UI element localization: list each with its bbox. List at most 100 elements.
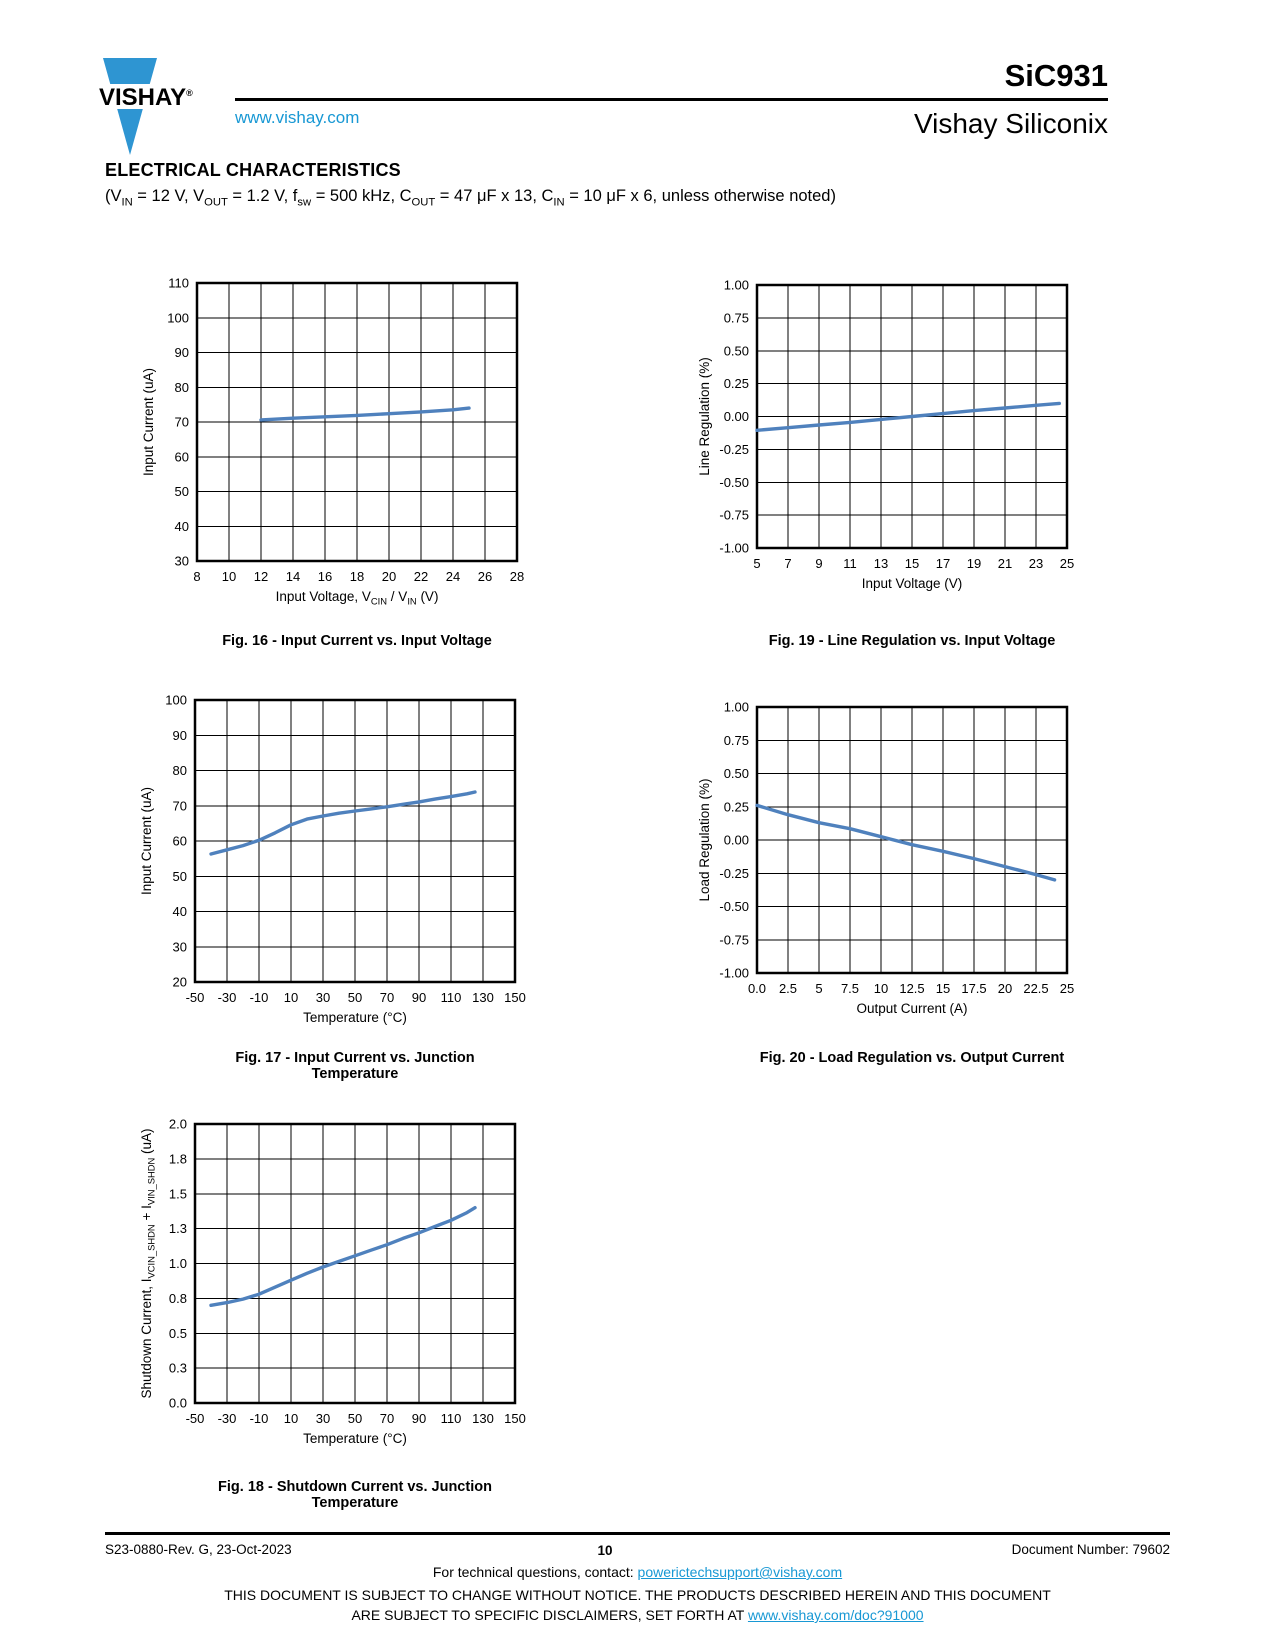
- svg-text:0.50: 0.50: [724, 343, 749, 358]
- fig18-xlabel: Temperature (°C): [303, 1431, 407, 1446]
- svg-text:1.00: 1.00: [724, 700, 749, 715]
- fig16-canvas: 110 100 90 80 70 60 50 40 30 8 10 12 14 16 18 20 22 24 26 2…: [141, 276, 524, 607]
- svg-text:1.5: 1.5: [169, 1186, 187, 1201]
- svg-text:150: 150: [504, 990, 526, 1005]
- svg-text:20: 20: [173, 975, 187, 990]
- svg-text:0.25: 0.25: [724, 376, 749, 391]
- fig20-series-line: [755, 803, 1057, 882]
- svg-text:12.5: 12.5: [899, 981, 924, 996]
- fig17-series-line: [209, 790, 477, 856]
- svg-text:11: 11: [843, 556, 857, 571]
- svg-text:-10: -10: [250, 990, 269, 1005]
- fig17-ylabel: Input Current (uA): [139, 787, 154, 895]
- svg-text:2.0: 2.0: [169, 1117, 187, 1132]
- svg-text:0.0: 0.0: [169, 1396, 187, 1411]
- svg-text:5: 5: [753, 556, 760, 571]
- vishay-wordmark-text: VISHAY: [99, 84, 187, 111]
- svg-text:-0.50: -0.50: [719, 475, 749, 490]
- chart-input-current-vs-junction-temperature: 100 90 80 70 60 50 40 30 20 -50 -30 -10 10 30 50 70 90 11…: [135, 686, 529, 1039]
- fig19-canvas: 1.00 0.75 0.50 0.25 0.00 -0.25 -0.50 -0.75 -1.00…: [697, 278, 1074, 592]
- svg-text:14: 14: [286, 569, 300, 584]
- svg-text:20: 20: [382, 569, 396, 584]
- svg-text:80: 80: [175, 380, 189, 395]
- svg-text:10: 10: [284, 1411, 298, 1426]
- svg-text:18: 18: [350, 569, 364, 584]
- company-name: Vishay Siliconix: [913, 108, 1108, 139]
- fig20-xlabel: Output Current (A): [856, 1001, 967, 1016]
- svg-text:50: 50: [175, 484, 189, 499]
- contact-line: For technical questions, contact: poweri…: [0, 1564, 1275, 1580]
- fig20-ylabel: Load Regulation (%): [697, 778, 712, 901]
- svg-text:0.50: 0.50: [724, 766, 749, 781]
- svg-text:60: 60: [175, 449, 189, 464]
- svg-text:1.3: 1.3: [169, 1221, 187, 1236]
- svg-text:-30: -30: [218, 990, 237, 1005]
- svg-text:22: 22: [414, 569, 428, 584]
- website-link[interactable]: www.vishay.com: [235, 108, 360, 127]
- svg-text:70: 70: [380, 990, 394, 1005]
- svg-text:30: 30: [316, 1411, 330, 1426]
- svg-text:30: 30: [173, 939, 187, 954]
- page-number: 10: [597, 1543, 613, 1558]
- svg-text:-1.00: -1.00: [719, 541, 749, 556]
- svg-text:110: 110: [441, 1411, 462, 1426]
- svg-text:80: 80: [173, 763, 187, 778]
- svg-text:0.0: 0.0: [748, 981, 766, 996]
- disclaimer-line-1: THIS DOCUMENT IS SUBJECT TO CHANGE WITHO…: [224, 1587, 1051, 1603]
- section-title: ELECTRICAL CHARACTERISTICS: [105, 160, 401, 180]
- svg-text:0.25: 0.25: [724, 799, 749, 814]
- svg-text:110: 110: [441, 990, 462, 1005]
- svg-text:0.75: 0.75: [724, 733, 749, 748]
- svg-text:-0.25: -0.25: [719, 442, 749, 457]
- svg-text:12: 12: [254, 569, 268, 584]
- figure-caption-19: Fig. 19 - Line Regulation vs. Input Volt…: [768, 633, 1056, 649]
- contact-prefix: For technical questions, contact:: [432, 1564, 638, 1580]
- chart-input-current-vs-input-voltage: 110 100 90 80 70 60 50 40 30 8 10 12 14 16 18 20 22 24 26 2…: [137, 269, 531, 618]
- svg-text:0.3: 0.3: [169, 1361, 187, 1376]
- svg-text:50: 50: [348, 1411, 362, 1426]
- fig18-ylabel: Shutdown Current, IVCIN_SHDN + IVIN_SHDN…: [139, 1128, 157, 1398]
- svg-text:7.5: 7.5: [841, 981, 859, 996]
- support-email-link[interactable]: powerictechsupport@vishay.com: [637, 1564, 843, 1580]
- disclaimer-prefix: ARE SUBJECT TO SPECIFIC DISCLAIMERS, SET…: [351, 1607, 748, 1623]
- chart-shutdown-current-vs-junction-temperature: 2.0 1.8 1.5 1.3 1.0 0.8 0.5 0.3 0.0 -50 -30 -10 10 30…: [135, 1110, 529, 1460]
- fig18-series-line: [209, 1205, 477, 1308]
- fig19-xlabel: Input Voltage (V): [862, 576, 963, 591]
- svg-text:1.0: 1.0: [169, 1256, 187, 1271]
- svg-text:100: 100: [167, 310, 189, 325]
- figure-caption-17: Fig. 17 - Input Current vs. Junction Tem…: [235, 1050, 475, 1082]
- svg-text:0.00: 0.00: [724, 409, 749, 424]
- svg-text:50: 50: [348, 990, 362, 1005]
- svg-text:23: 23: [1029, 556, 1043, 571]
- svg-text:21: 21: [998, 556, 1012, 571]
- logo-band: [97, 84, 197, 109]
- header-rule: [235, 98, 1108, 101]
- svg-text:20: 20: [998, 981, 1012, 996]
- svg-text:7: 7: [784, 556, 791, 571]
- svg-text:70: 70: [175, 415, 189, 430]
- svg-text:17: 17: [936, 556, 950, 571]
- svg-text:30: 30: [175, 554, 189, 569]
- svg-text:26: 26: [478, 569, 492, 584]
- svg-text:15: 15: [905, 556, 919, 571]
- fig19-ylabel: Line Regulation (%): [697, 357, 712, 476]
- footer-rule: [105, 1532, 1170, 1535]
- figure-caption-16: Fig. 16 - Input Current vs. Input Voltag…: [222, 633, 492, 649]
- fig19-series-line: [755, 401, 1061, 433]
- svg-text:100: 100: [165, 693, 187, 708]
- svg-text:60: 60: [173, 834, 187, 849]
- fig17-canvas: 100 90 80 70 60 50 40 30 20-50 -30 -10 10 30 50 70 90 11…: [139, 693, 526, 1026]
- svg-text:-0.50: -0.50: [719, 899, 749, 914]
- svg-text:25: 25: [1060, 556, 1074, 571]
- svg-text:-50: -50: [186, 1411, 205, 1426]
- figure-caption-20: Fig. 20 - Load Regulation vs. Output Cur…: [759, 1050, 1065, 1066]
- figure-caption-18: Fig. 18 - Shutdown Current vs. Junction …: [218, 1479, 492, 1511]
- svg-text:70: 70: [173, 798, 187, 813]
- svg-text:5: 5: [815, 981, 822, 996]
- svg-text:10: 10: [222, 569, 236, 584]
- disclaimer-link[interactable]: www.vishay.com/doc?91000: [747, 1607, 924, 1623]
- svg-text:-50: -50: [186, 990, 205, 1005]
- svg-text:0.00: 0.00: [724, 833, 749, 848]
- fig16-ylabel: Input Current (uA): [141, 368, 156, 476]
- svg-text:130: 130: [472, 990, 494, 1005]
